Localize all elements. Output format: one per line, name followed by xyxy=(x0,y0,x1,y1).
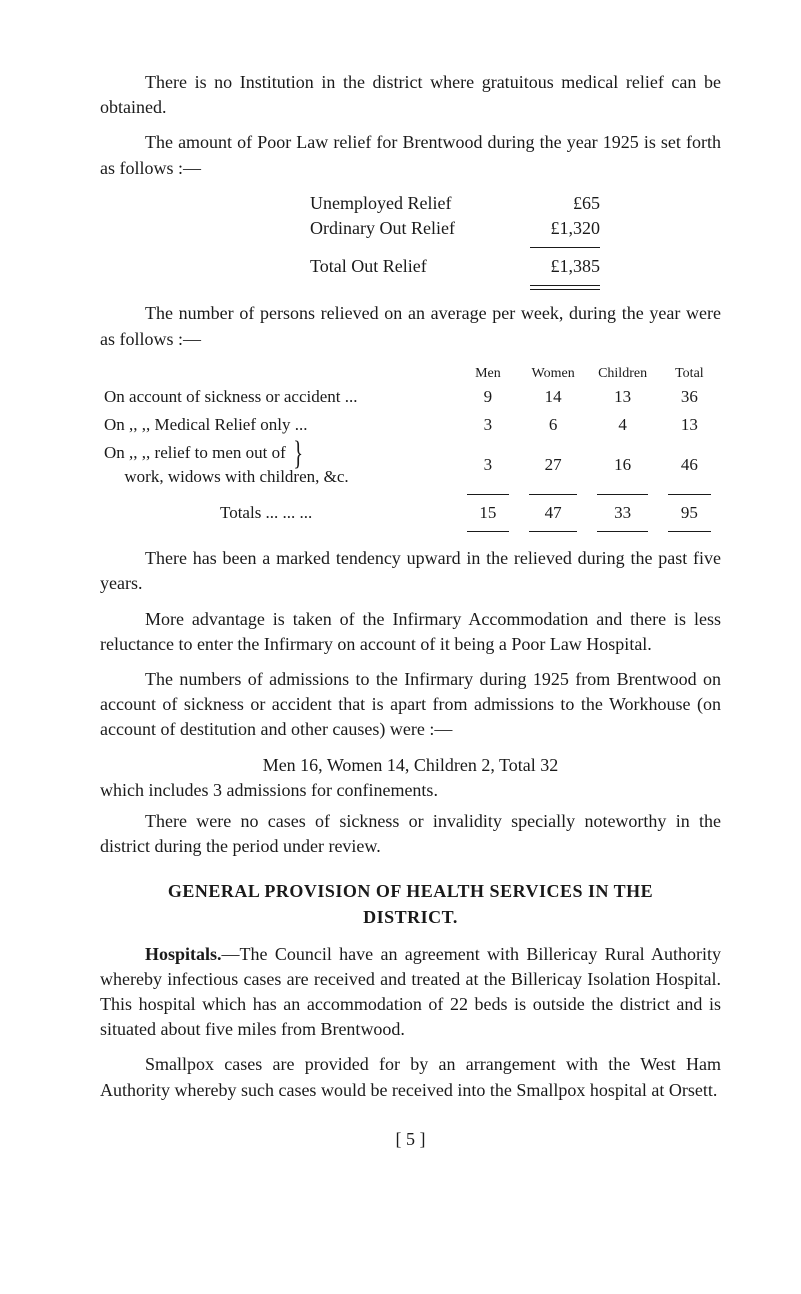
table-cell: 13 xyxy=(587,383,657,411)
horizontal-rule xyxy=(529,531,577,532)
table-cell: 3 xyxy=(457,411,519,439)
paragraph: There were no cases of sickness or inval… xyxy=(100,809,721,859)
horizontal-rule xyxy=(467,531,509,532)
section-heading-line: DISTRICT. xyxy=(363,907,458,927)
horizontal-rule xyxy=(529,494,577,495)
table-header: Men xyxy=(457,362,519,384)
page-number: [ 5 ] xyxy=(100,1127,721,1152)
paragraph: which includes 3 admissions for confinem… xyxy=(100,778,721,803)
horizontal-rule-double xyxy=(530,285,600,293)
relief-row: Ordinary Out Relief £1,320 xyxy=(310,216,721,241)
relief-row: Unemployed Relief £65 xyxy=(310,191,721,216)
relief-label: Ordinary Out Relief xyxy=(310,216,510,241)
relief-total-amount: £1,385 xyxy=(510,254,600,279)
paragraph: More advantage is taken of the Infirmary… xyxy=(100,607,721,657)
relief-amount: £1,320 xyxy=(510,216,600,241)
table-header-row: Men Women Children Total xyxy=(100,362,721,384)
table-row: On account of sickness or accident ... 9… xyxy=(100,383,721,411)
table-cell-desc: On account of sickness or accident ... xyxy=(100,383,457,411)
relief-label: Unemployed Relief xyxy=(310,191,510,216)
table-totals-row: Totals ... ... ... 15 47 33 95 xyxy=(100,499,721,527)
relief-total-row: Total Out Relief £1,385 xyxy=(310,254,721,279)
table-row: On ,, ,, Medical Relief only ... 3 6 4 1… xyxy=(100,411,721,439)
horizontal-rule xyxy=(597,494,647,495)
table-totals-label: Totals ... ... ... xyxy=(100,499,457,527)
horizontal-rule xyxy=(530,247,600,248)
table-rule-row xyxy=(100,527,721,536)
table-cell-desc: On ,, ,, Medical Relief only ... xyxy=(100,411,457,439)
paragraph: There is no Institution in the district … xyxy=(100,70,721,120)
paragraph: The numbers of admissions to the Infirma… xyxy=(100,667,721,743)
section-heading-line: GENERAL PROVISION OF HEALTH SERVICES IN … xyxy=(168,881,653,901)
table-cell: 47 xyxy=(519,499,587,527)
table-row: On ,, ,, relief to men out of} work, wid… xyxy=(100,439,721,491)
table-cell: 13 xyxy=(658,411,721,439)
table-cell: 27 xyxy=(519,439,587,491)
relief-breakdown: Unemployed Relief £65 Ordinary Out Relie… xyxy=(310,191,721,294)
subsection-label: Hospitals. xyxy=(145,944,222,964)
inline-stats: Men 16, Women 14, Children 2, Total 32 xyxy=(100,753,721,778)
table-header xyxy=(100,362,457,384)
paragraph: The amount of Poor Law relief for Brentw… xyxy=(100,130,721,180)
desc-line: work, widows with children, &c. xyxy=(104,467,349,486)
table-cell: 36 xyxy=(658,383,721,411)
brace-icon: } xyxy=(293,444,303,464)
desc-line: On ,, ,, relief to men out of xyxy=(104,443,286,462)
table-cell: 95 xyxy=(658,499,721,527)
paragraph: Smallpox cases are provided for by an ar… xyxy=(100,1052,721,1102)
table-cell: 3 xyxy=(457,439,519,491)
horizontal-rule xyxy=(668,494,711,495)
table-cell: 6 xyxy=(519,411,587,439)
horizontal-rule xyxy=(597,531,647,532)
horizontal-rule xyxy=(668,531,711,532)
stats-table: Men Women Children Total On account of s… xyxy=(100,362,721,537)
table-header: Women xyxy=(519,362,587,384)
relief-total-label: Total Out Relief xyxy=(310,254,510,279)
table-cell: 14 xyxy=(519,383,587,411)
table-cell: 16 xyxy=(587,439,657,491)
table-rule-row xyxy=(100,490,721,499)
horizontal-rule xyxy=(467,494,509,495)
section-heading: GENERAL PROVISION OF HEALTH SERVICES IN … xyxy=(100,879,721,929)
table-cell: 33 xyxy=(587,499,657,527)
table-cell: 9 xyxy=(457,383,519,411)
table-cell: 15 xyxy=(457,499,519,527)
relief-amount: £65 xyxy=(510,191,600,216)
table-header: Total xyxy=(658,362,721,384)
paragraph: The number of persons relieved on an ave… xyxy=(100,301,721,351)
table-header: Children xyxy=(587,362,657,384)
table-cell: 4 xyxy=(587,411,657,439)
paragraph: Hospitals.—The Council have an agreement… xyxy=(100,942,721,1043)
table-cell: 46 xyxy=(658,439,721,491)
table-cell-desc: On ,, ,, relief to men out of} work, wid… xyxy=(100,439,457,491)
paragraph: There has been a marked tendency upward … xyxy=(100,546,721,596)
